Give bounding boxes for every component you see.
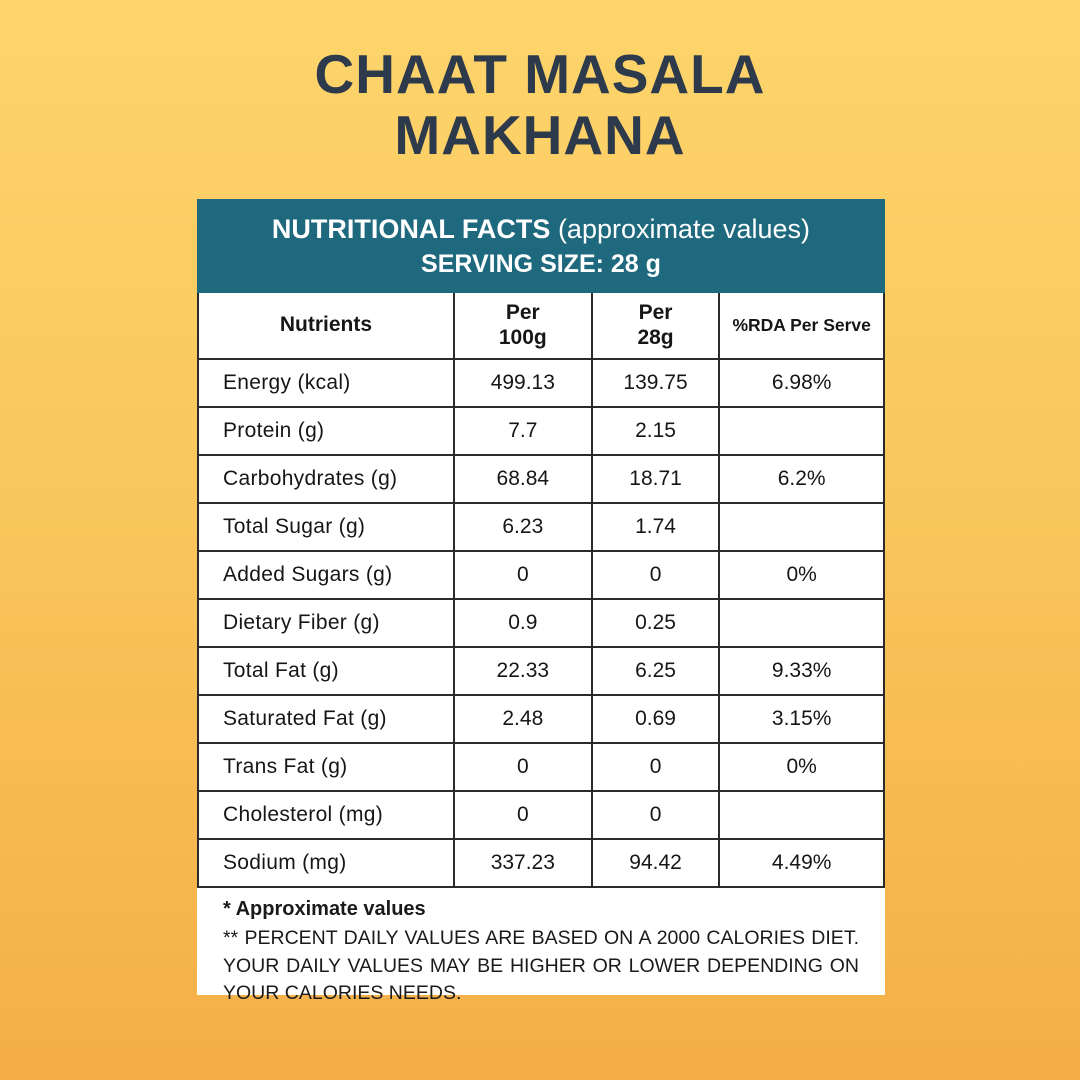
per-28g-cell: 0	[590, 790, 721, 840]
nutrition-header-title: NUTRITIONAL FACTS (approximate values)	[272, 214, 810, 245]
product-title: CHAAT MASALA MAKHANA	[0, 44, 1080, 165]
table-row-added-sugars: Added Sugars (g) 0 0 0%	[197, 550, 885, 600]
table-row-saturated-fat: Saturated Fat (g) 2.48 0.69 3.15%	[197, 694, 885, 744]
table-row-dietary-fiber: Dietary Fiber (g) 0.9 0.25	[197, 598, 885, 648]
nutrition-header-banner: NUTRITIONAL FACTS (approximate values) S…	[197, 199, 885, 293]
nutrient-name-cell: Saturated Fat (g)	[197, 694, 455, 744]
per-28g-cell: 94.42	[590, 838, 721, 888]
nutrient-name-cell: Dietary Fiber (g)	[197, 598, 455, 648]
per-100g-cell: 68.84	[452, 454, 593, 504]
nutrient-name-cell: Energy (kcal)	[197, 358, 455, 408]
rda-cell: 6.98%	[718, 358, 885, 408]
rda-cell: 3.15%	[718, 694, 885, 744]
nutrient-name-cell: Total Fat (g)	[197, 646, 455, 696]
table-row-energy: Energy (kcal) 499.13 139.75 6.98%	[197, 358, 885, 408]
nutrition-header-title-normal: (approximate values)	[557, 213, 811, 244]
table-row-carbohydrates: Carbohydrates (g) 68.84 18.71 6.2%	[197, 454, 885, 504]
per-100g-top: Per	[505, 301, 540, 325]
column-header-per-28g: Per 28g	[590, 293, 721, 360]
per-28g-cell: 2.15	[590, 406, 721, 456]
footnote-approximate-values: * Approximate values	[223, 898, 426, 920]
nutrient-name-cell: Cholesterol (mg)	[197, 790, 455, 840]
per-28g-cell: 0.25	[590, 598, 721, 648]
per-100g-bottom: 100g	[498, 325, 547, 349]
per-28g-cell: 6.25	[590, 646, 721, 696]
table-row-trans-fat: Trans Fat (g) 0 0 0%	[197, 742, 885, 792]
per-100g-cell: 0	[452, 742, 593, 792]
per-100g-cell: 337.23	[452, 838, 593, 888]
per-28g-top: Per	[638, 301, 673, 325]
per-28g-bottom: 28g	[637, 325, 674, 349]
rda-cell	[718, 598, 885, 648]
column-header-per-100g: Per 100g	[452, 293, 593, 360]
table-row-cholesterol: Cholesterol (mg) 0 0	[197, 790, 885, 840]
rda-cell: 0%	[718, 550, 885, 600]
serving-size-label: SERVING SIZE: 28 g	[421, 249, 661, 278]
column-header-row: Nutrients Per 100g Per 28g %RDA Per Serv…	[197, 293, 885, 360]
rda-cell: 0%	[718, 742, 885, 792]
rda-cell: 6.2%	[718, 454, 885, 504]
table-row-protein: Protein (g) 7.7 2.15	[197, 406, 885, 456]
product-title-line1: CHAAT MASALA	[314, 43, 766, 105]
per-28g-cell: 0.69	[590, 694, 721, 744]
per-100g-cell: 7.7	[452, 406, 593, 456]
rda-cell: 9.33%	[718, 646, 885, 696]
per-100g-cell: 0	[452, 790, 593, 840]
rda-cell: 4.49%	[718, 838, 885, 888]
nutrient-name-cell: Carbohydrates (g)	[197, 454, 455, 504]
nutrient-name-cell: Added Sugars (g)	[197, 550, 455, 600]
table-row-total-sugar: Total Sugar (g) 6.23 1.74	[197, 502, 885, 552]
per-28g-cell: 139.75	[590, 358, 721, 408]
per-100g-cell: 499.13	[452, 358, 593, 408]
column-header-nutrients: Nutrients	[197, 293, 455, 360]
nutrient-name-cell: Total Sugar (g)	[197, 502, 455, 552]
per-100g-cell: 22.33	[452, 646, 593, 696]
nutrition-table: Nutrients Per 100g Per 28g %RDA Per Serv…	[197, 293, 885, 888]
product-title-line2: MAKHANA	[394, 103, 686, 166]
rda-cell	[718, 502, 885, 552]
per-100g-cell: 6.23	[452, 502, 593, 552]
per-100g-cell: 0	[452, 550, 593, 600]
column-header-rda: %RDA Per Serve	[718, 293, 885, 360]
per-28g-cell: 0	[590, 742, 721, 792]
nutrition-panel: NUTRITIONAL FACTS (approximate values) S…	[197, 199, 885, 1004]
per-28g-cell: 0	[590, 550, 721, 600]
per-28g-cell: 18.71	[590, 454, 721, 504]
nutrient-name-cell: Sodium (mg)	[197, 838, 455, 888]
table-row-sodium: Sodium (mg) 337.23 94.42 4.49%	[197, 838, 885, 888]
nutrition-header-title-bold: NUTRITIONAL FACTS	[271, 213, 551, 244]
nutrient-name-cell: Protein (g)	[197, 406, 455, 456]
per-100g-cell: 2.48	[452, 694, 593, 744]
rda-cell	[718, 790, 885, 840]
footnote-daily-values: ** PERCENT DAILY VALUES ARE BASED ON A 2…	[223, 927, 859, 1005]
nutrient-name-cell: Trans Fat (g)	[197, 742, 455, 792]
rda-cell	[718, 406, 885, 456]
per-100g-cell: 0.9	[452, 598, 593, 648]
per-28g-cell: 1.74	[590, 502, 721, 552]
table-row-total-fat: Total Fat (g) 22.33 6.25 9.33%	[197, 646, 885, 696]
footnotes: * Approximate values ** PERCENT DAILY VA…	[197, 888, 885, 1008]
